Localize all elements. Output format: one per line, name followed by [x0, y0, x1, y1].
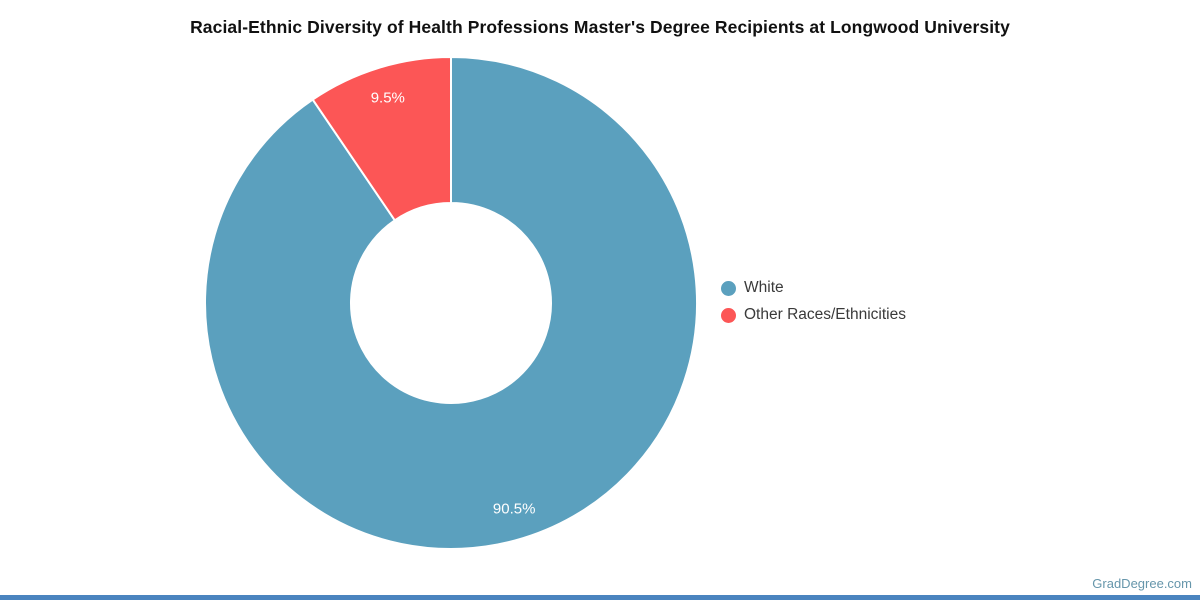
brand-link[interactable]: GradDegree.com — [1092, 576, 1192, 591]
legend-item-other-races[interactable]: Other Races/Ethnicities — [721, 304, 906, 326]
donut-chart-svg: 90.5% 9.5% — [204, 56, 698, 550]
pie-slice-other-races-ethnicities[interactable] — [311, 56, 452, 222]
pie-slice-white[interactable] — [204, 56, 698, 550]
legend-label-white: White — [744, 279, 784, 296]
slice-value-label-white: 90.5% — [493, 501, 536, 518]
chart-title: Racial-Ethnic Diversity of Health Profes… — [190, 17, 1010, 37]
legend: White Other Races/Ethnicities — [721, 277, 906, 331]
legend-swatch-white-icon — [721, 280, 736, 296]
footer-bar — [0, 595, 1200, 600]
slice-value-label-other-races-ethnicities: 9.5% — [371, 90, 405, 107]
legend-label-other-races: Other Races/Ethnicities — [744, 306, 906, 323]
legend-swatch-other-races-icon — [721, 307, 736, 323]
donut-chart: 90.5% 9.5% — [201, 53, 701, 553]
legend-item-white[interactable]: White — [721, 277, 906, 299]
